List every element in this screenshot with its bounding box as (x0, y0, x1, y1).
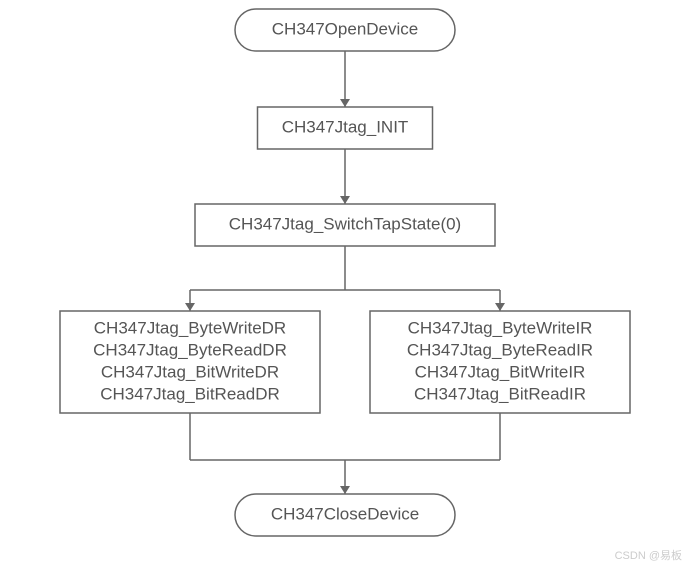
node-ir-line-3: CH347Jtag_BitReadIR (414, 384, 586, 403)
node-tap: CH347Jtag_SwitchTapState(0) (195, 204, 495, 246)
node-dr: CH347Jtag_ByteWriteDR CH347Jtag_ByteReadD… (60, 311, 320, 413)
node-init: CH347Jtag_INIT (258, 107, 433, 149)
flowchart-canvas: CH347OpenDevice CH347Jtag_INIT CH347Jtag_S… (0, 0, 690, 565)
node-ir-line-1: CH347Jtag_ByteReadIR (407, 340, 593, 359)
node-init-line-0: CH347Jtag_INIT (282, 117, 409, 136)
node-ir-line-2: CH347Jtag_BitWriteIR (415, 362, 586, 381)
watermark: CSDN @易板 (615, 548, 682, 562)
node-dr-line-3: CH347Jtag_BitReadDR (100, 384, 280, 403)
node-open-line-0: CH347OpenDevice (272, 19, 418, 38)
node-open: CH347OpenDevice (235, 9, 455, 51)
node-close: CH347CloseDevice (235, 494, 455, 536)
node-ir: CH347Jtag_ByteWriteIR CH347Jtag_ByteReadI… (370, 311, 630, 413)
node-dr-line-2: CH347Jtag_BitWriteDR (101, 362, 279, 381)
node-dr-line-1: CH347Jtag_ByteReadDR (93, 340, 287, 359)
node-close-line-0: CH347CloseDevice (271, 504, 419, 523)
node-ir-line-0: CH347Jtag_ByteWriteIR (408, 318, 593, 337)
node-tap-line-0: CH347Jtag_SwitchTapState(0) (229, 214, 461, 233)
node-dr-line-0: CH347Jtag_ByteWriteDR (94, 318, 286, 337)
